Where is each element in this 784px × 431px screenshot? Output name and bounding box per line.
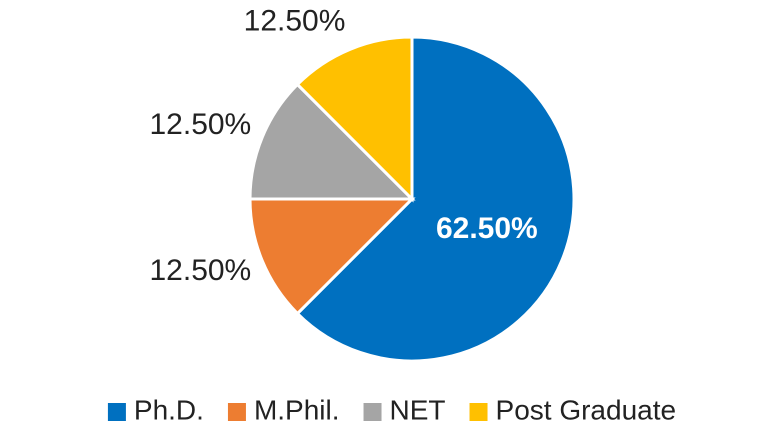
pie-slice	[248, 82, 416, 201]
legend-swatch	[107, 403, 126, 421]
legend-swatch	[469, 403, 488, 421]
pie-slice	[248, 197, 416, 316]
data-label: 12.50%	[149, 108, 251, 141]
pie-slice	[295, 35, 414, 203]
pie-slice	[295, 35, 576, 363]
legend-label: Ph.D.	[134, 394, 204, 425]
data-label: 12.50%	[244, 4, 346, 37]
legend-swatch	[363, 403, 382, 421]
legend-swatch	[227, 403, 246, 421]
legend-label: Post Graduate	[496, 394, 677, 425]
data-label: 12.50%	[149, 254, 251, 287]
legend-label: M.Phil.	[254, 394, 340, 425]
data-label: 62.50%	[436, 212, 538, 245]
legend-label: NET	[390, 394, 446, 425]
